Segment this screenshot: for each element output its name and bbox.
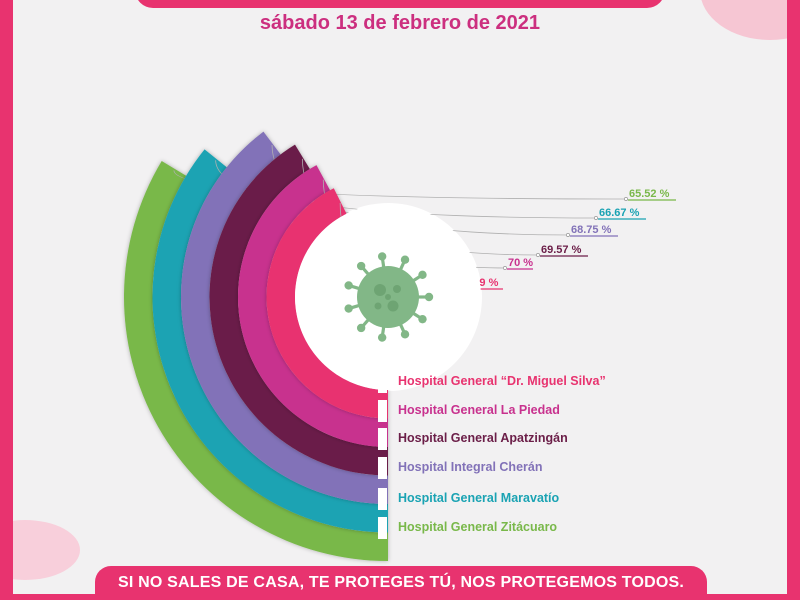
legend-swatch-bg-1 bbox=[378, 371, 387, 393]
virus-spot bbox=[385, 294, 391, 300]
legend-item-6: Hospital General Zitácuaro bbox=[398, 520, 558, 534]
virus-spot bbox=[374, 302, 382, 310]
legend-swatch-bg-4 bbox=[378, 457, 387, 479]
legend-swatch-bg-2 bbox=[378, 400, 387, 422]
value-label-5: 66.67 % bbox=[599, 207, 640, 219]
virus-spike-tip bbox=[418, 314, 427, 324]
title-banner bbox=[135, 0, 665, 8]
bar-6 bbox=[124, 161, 389, 561]
virus-spike-tip bbox=[356, 261, 366, 271]
virus-spike-tip bbox=[424, 292, 434, 302]
leader-dot-6 bbox=[624, 197, 628, 201]
virus-spike-tip bbox=[400, 330, 410, 339]
leader-dot-2 bbox=[503, 266, 507, 270]
value-label-3: 69.57 % bbox=[541, 244, 582, 256]
virus-spike-tip bbox=[356, 323, 366, 333]
virus-icon bbox=[344, 252, 434, 342]
bar-1 bbox=[266, 188, 388, 419]
legend-swatch-bg-5 bbox=[378, 488, 387, 510]
virus-spot bbox=[393, 285, 401, 293]
legend-swatch-bg-3 bbox=[378, 428, 387, 450]
leader-dot-3 bbox=[536, 253, 540, 257]
leader-dot-5 bbox=[594, 216, 598, 220]
footer-slogan: SI NO SALES DE CASA, TE PROTEGES TÚ, NOS… bbox=[95, 566, 707, 600]
bar-5 bbox=[152, 149, 388, 533]
bar-3 bbox=[209, 144, 388, 476]
virus-spike-tip bbox=[344, 281, 353, 290]
legend-item-1: Hospital General “Dr. Miguel Silva” bbox=[398, 374, 606, 388]
virus-spike-tip bbox=[400, 255, 410, 264]
virus-spot bbox=[374, 284, 386, 296]
value-label-2: 70 % bbox=[508, 257, 533, 269]
virus-spike-tip bbox=[418, 270, 427, 280]
bar-4 bbox=[181, 131, 388, 504]
legend-item-2: Hospital General La Piedad bbox=[398, 403, 560, 417]
virus-spike-tip bbox=[377, 333, 387, 342]
leader-dot-4 bbox=[566, 233, 570, 237]
virus-spot bbox=[387, 300, 399, 312]
value-label-4: 68.75 % bbox=[571, 224, 612, 236]
bar-2 bbox=[237, 165, 388, 447]
virus-spike-tip bbox=[344, 304, 353, 313]
legend-swatch-bg-6 bbox=[378, 517, 387, 539]
value-label-6: 65.52 % bbox=[629, 188, 670, 200]
legend-item-3: Hospital General Apatzingán bbox=[398, 431, 568, 445]
date-subtitle: sábado 13 de febrero de 2021 bbox=[259, 12, 541, 34]
virus-spike-tip bbox=[377, 252, 387, 261]
legend-item-5: Hospital General Maravatío bbox=[398, 491, 560, 505]
legend-item-4: Hospital Integral Cherán bbox=[398, 460, 543, 474]
